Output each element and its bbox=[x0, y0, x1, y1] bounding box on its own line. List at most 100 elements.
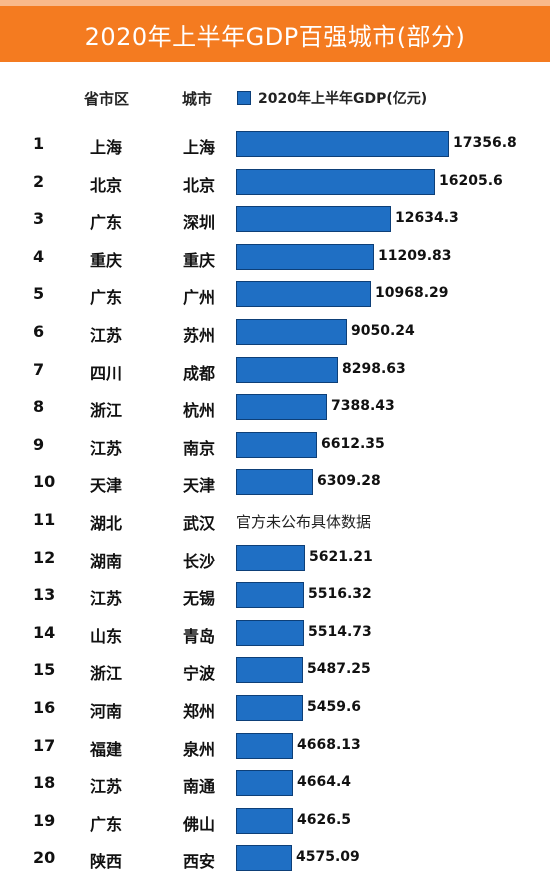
province-label: 广东 bbox=[90, 288, 123, 308]
bar bbox=[236, 131, 449, 157]
bar bbox=[236, 243, 374, 270]
bar bbox=[236, 657, 303, 684]
city-label: 无锡 bbox=[183, 589, 216, 609]
city-label: 深圳 bbox=[183, 213, 216, 233]
value-label: 5514.73 bbox=[308, 623, 372, 640]
province-label: 山东 bbox=[90, 626, 123, 646]
city-label: 佛山 bbox=[183, 814, 216, 834]
value-label: 5459.6 bbox=[307, 699, 362, 715]
table-row: 9 江苏 南京 6612.35 bbox=[0, 430, 550, 460]
rank-label: 1 bbox=[33, 134, 45, 153]
rank-label: 7 bbox=[33, 359, 45, 379]
title-bar: 2020年上半年GDP百强城市(部分) bbox=[0, 0, 550, 62]
city-label: 武汉 bbox=[183, 514, 216, 533]
header-province: 省市区 bbox=[84, 90, 130, 108]
no-data-note: 官方未公布具体数据 bbox=[236, 513, 372, 531]
table-row: 8 浙江 杭州 7388.43 bbox=[0, 392, 550, 422]
table-row: 3 广东 深圳 12634.3 bbox=[0, 204, 550, 234]
table-row: 12 湖南 长沙 5621.21 bbox=[0, 543, 550, 573]
value-label: 5621.21 bbox=[309, 548, 373, 565]
bar bbox=[236, 319, 347, 345]
province-label: 浙江 bbox=[90, 401, 123, 421]
rank-label: 8 bbox=[33, 397, 45, 417]
province-label: 广东 bbox=[90, 213, 123, 233]
value-label: 5516.32 bbox=[308, 586, 372, 603]
rank-label: 13 bbox=[33, 585, 56, 605]
value-label: 4575.09 bbox=[296, 849, 360, 866]
value-label: 4668.13 bbox=[297, 736, 361, 753]
chart-title: 2020年上半年GDP百强城市(部分) bbox=[84, 22, 466, 51]
bar bbox=[236, 168, 435, 195]
rank-label: 2 bbox=[33, 171, 45, 191]
province-label: 四川 bbox=[90, 363, 123, 383]
rank-label: 20 bbox=[33, 848, 56, 868]
value-label: 8298.63 bbox=[342, 360, 406, 377]
city-label: 苏州 bbox=[183, 326, 216, 345]
rank-label: 6 bbox=[33, 322, 45, 341]
city-label: 长沙 bbox=[183, 551, 216, 571]
table-row: 7 四川 成都 8298.63 bbox=[0, 355, 550, 385]
value-label: 10968.29 bbox=[375, 285, 449, 302]
province-label: 江苏 bbox=[90, 438, 123, 458]
table-row: 18 江苏 南通 4664.4 bbox=[0, 768, 550, 798]
bar bbox=[236, 281, 371, 308]
table-row: 5 广东 广州 10968.29 bbox=[0, 279, 550, 309]
city-label: 天津 bbox=[183, 476, 216, 496]
rank-label: 5 bbox=[33, 284, 45, 304]
province-label: 江苏 bbox=[90, 777, 123, 797]
bar bbox=[236, 770, 293, 797]
value-label: 17356.8 bbox=[453, 135, 517, 151]
province-label: 湖南 bbox=[90, 551, 123, 571]
value-label: 6612.35 bbox=[321, 435, 385, 452]
bar bbox=[236, 619, 304, 646]
value-label: 4626.5 bbox=[297, 811, 352, 828]
province-label: 广东 bbox=[90, 814, 123, 834]
rank-label: 18 bbox=[33, 773, 56, 793]
rank-label: 9 bbox=[33, 434, 45, 454]
city-label: 广州 bbox=[183, 288, 216, 308]
bar bbox=[236, 544, 305, 571]
rank-label: 10 bbox=[33, 472, 56, 492]
rank-label: 15 bbox=[33, 660, 56, 680]
value-label: 7388.43 bbox=[331, 398, 395, 415]
bar bbox=[236, 356, 338, 383]
value-label: 12634.3 bbox=[395, 210, 459, 227]
value-label: 6309.28 bbox=[317, 473, 381, 490]
province-label: 上海 bbox=[90, 138, 123, 157]
rank-label: 3 bbox=[33, 209, 45, 229]
rank-label: 17 bbox=[33, 735, 56, 755]
value-label: 4664.4 bbox=[297, 774, 352, 791]
bar bbox=[236, 582, 304, 609]
table-row: 4 重庆 重庆 11209.83 bbox=[0, 242, 550, 272]
city-label: 北京 bbox=[183, 175, 216, 195]
province-label: 天津 bbox=[90, 476, 123, 496]
province-label: 湖北 bbox=[90, 514, 123, 533]
city-label: 上海 bbox=[183, 138, 216, 157]
table-row: 14 山东 青岛 5514.73 bbox=[0, 618, 550, 648]
table-row: 10 天津 天津 6309.28 bbox=[0, 467, 550, 497]
table-row: 1 上海 上海 17356.8 bbox=[0, 129, 550, 159]
bar bbox=[236, 732, 293, 759]
table-row: 16 河南 郑州 5459.6 bbox=[0, 693, 550, 723]
rank-label: 16 bbox=[33, 698, 56, 717]
province-label: 江苏 bbox=[90, 326, 123, 345]
value-label: 11209.83 bbox=[378, 247, 452, 264]
table-row: 19 广东 佛山 4626.5 bbox=[0, 806, 550, 836]
province-label: 浙江 bbox=[90, 664, 123, 684]
rank-label: 19 bbox=[33, 810, 56, 830]
legend-swatch bbox=[237, 91, 251, 105]
value-label: 5487.25 bbox=[307, 661, 371, 678]
table-row: 11 湖北 武汉 官方未公布具体数据 bbox=[0, 505, 550, 535]
city-label: 成都 bbox=[183, 363, 216, 383]
city-label: 泉州 bbox=[183, 739, 216, 759]
rank-label: 12 bbox=[33, 547, 56, 567]
value-label: 9050.24 bbox=[351, 323, 415, 339]
province-label: 江苏 bbox=[90, 589, 123, 609]
city-label: 南通 bbox=[183, 777, 216, 797]
bar bbox=[236, 695, 303, 721]
province-label: 北京 bbox=[90, 175, 123, 195]
value-label: 16205.6 bbox=[439, 172, 503, 189]
rank-label: 4 bbox=[33, 246, 45, 266]
province-label: 河南 bbox=[90, 702, 123, 721]
table-row: 15 浙江 宁波 5487.25 bbox=[0, 655, 550, 685]
